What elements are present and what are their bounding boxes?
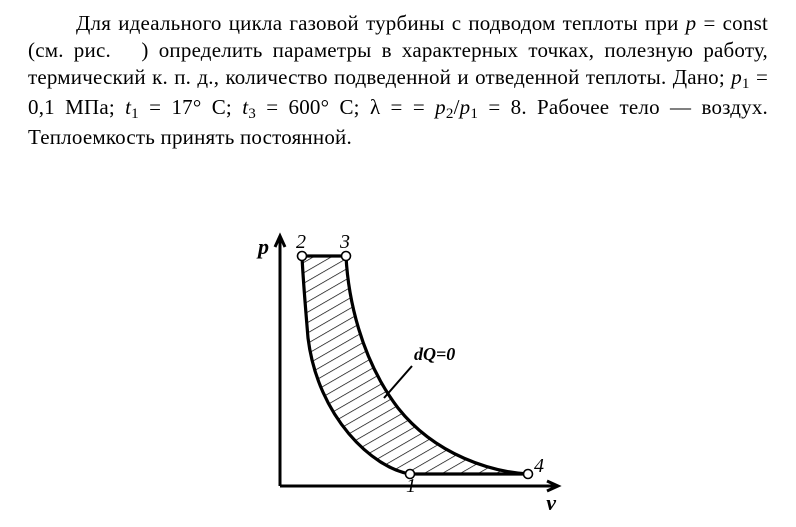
dq-annotation-text: dQ=0 bbox=[414, 344, 455, 364]
y-axis-label: p bbox=[256, 234, 269, 259]
dq-annotation-line bbox=[384, 366, 412, 398]
x-axis-label: v bbox=[546, 490, 556, 515]
state-point-label-3: 3 bbox=[339, 231, 350, 253]
state-point-label-4: 4 bbox=[534, 455, 544, 477]
state-point-label-2: 2 bbox=[296, 231, 306, 253]
problem-statement: Для идеального цикла газовой турбины с п… bbox=[28, 10, 768, 151]
state-point-4 bbox=[524, 470, 533, 479]
pv-diagram-figure: p v dQ=0 1 2 3 4 bbox=[218, 218, 578, 518]
pv-diagram-svg: p v dQ=0 1 2 3 4 bbox=[218, 218, 578, 518]
state-point-label-1: 1 bbox=[406, 475, 416, 497]
